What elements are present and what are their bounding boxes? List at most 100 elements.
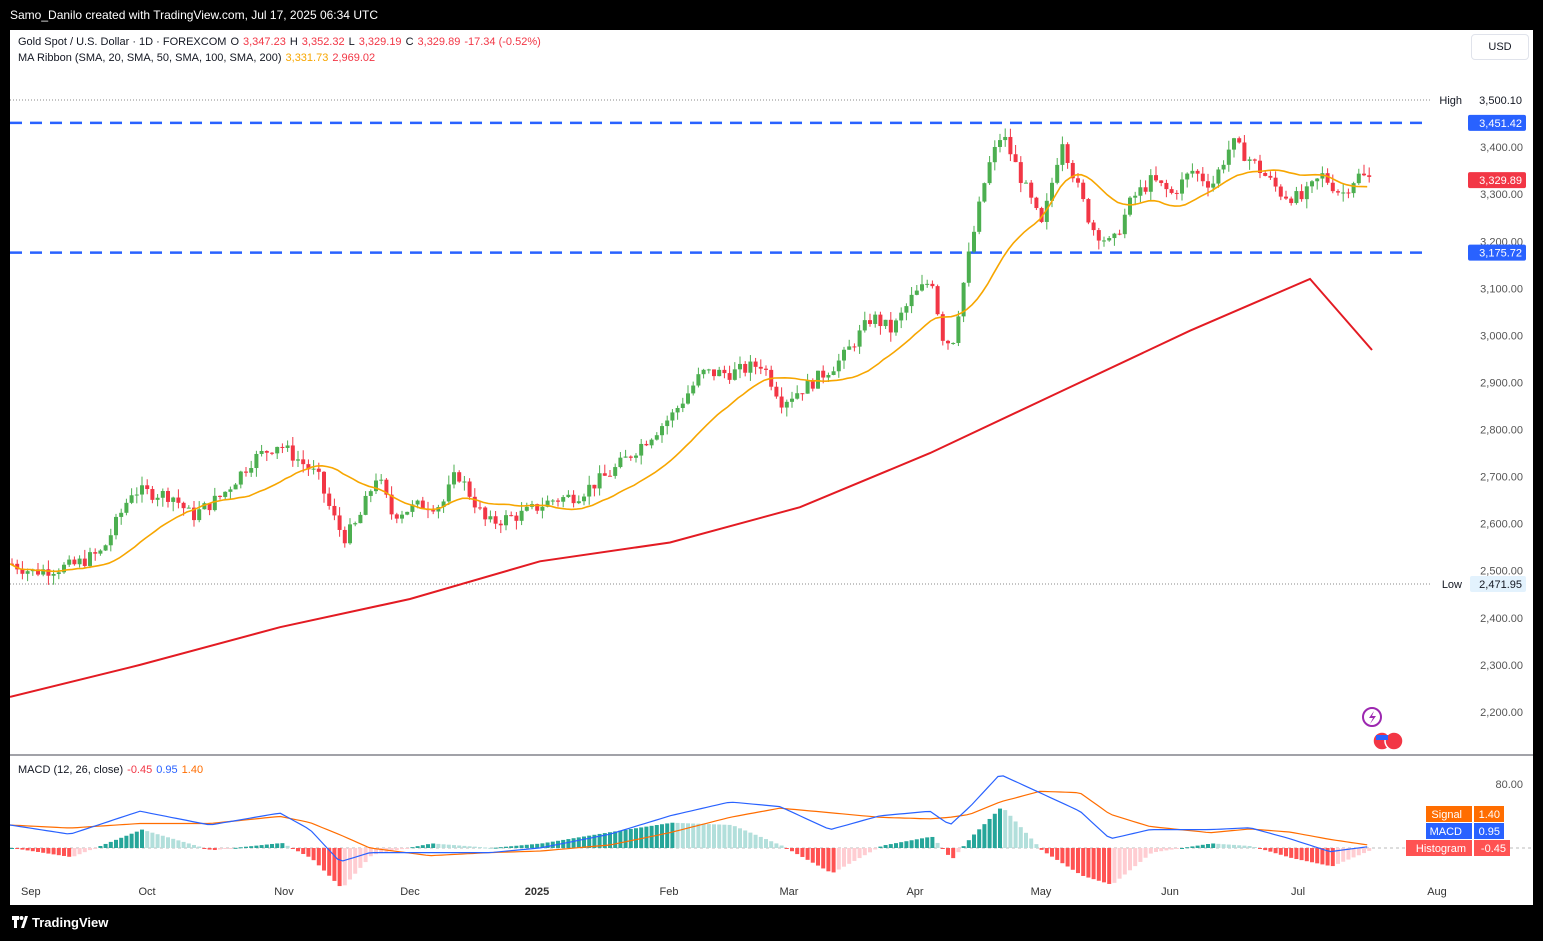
macd-hist-bar (1112, 848, 1117, 883)
macd-hist-bar (732, 826, 737, 848)
candle-body (478, 507, 482, 509)
macd-hist-bar (727, 824, 732, 848)
macd-hist-bar (878, 846, 883, 848)
macd-hist-bar (394, 848, 399, 851)
candle-body (467, 481, 472, 497)
us-flag-icon[interactable] (1384, 731, 1404, 751)
last-price-tag-bg (1468, 172, 1526, 189)
candle-body (644, 443, 649, 446)
candle-body (623, 456, 628, 458)
attribution-text: Samo_Danilo created with TradingView.com… (10, 8, 378, 22)
macd-hist-bar (1299, 848, 1304, 861)
candle-body (582, 496, 586, 502)
candle-body (868, 320, 872, 324)
candle-body (488, 516, 493, 520)
macd-hist-bar (1138, 848, 1143, 862)
close-value: 3,329.89 (417, 36, 461, 48)
histogram-tag-label: Histogram (1416, 843, 1466, 855)
last-price-tag: 3,329.89 (1479, 175, 1522, 187)
candle-body (1034, 197, 1039, 209)
candle-body (368, 491, 373, 496)
macd-hist-bar (608, 832, 612, 848)
event-icons[interactable] (1362, 707, 1404, 751)
macd-hist-bar (1174, 848, 1179, 849)
candle-body (665, 420, 670, 427)
time-tick-label: 2025 (525, 886, 549, 898)
macd-hist-bar (868, 848, 872, 853)
resistance-tag: 3,451.42 (1479, 118, 1522, 130)
open-value: 3,347.23 (243, 36, 286, 48)
macd-hist-bar (426, 844, 430, 848)
candle-body (134, 494, 139, 496)
macd-hist-bar (1081, 848, 1086, 876)
candle-body (264, 450, 269, 453)
macd-hist-bar (244, 846, 248, 848)
candle-body (904, 306, 909, 313)
macd-hist-bar (852, 848, 857, 861)
candle-body (982, 183, 987, 202)
macd-hist-bar (1310, 848, 1314, 863)
candle-body (847, 346, 852, 350)
macd-hist-bar (493, 847, 498, 849)
macd-hist-bar (327, 848, 332, 876)
macd-hist-bar (374, 848, 378, 855)
candle-body (628, 456, 633, 458)
candle-body (1044, 200, 1049, 222)
macd-hist-bar (311, 848, 316, 861)
candle-body (857, 330, 862, 347)
candle-body (400, 514, 404, 519)
price-chart[interactable]: 3,400.003,300.003,200.003,100.003,000.00… (10, 30, 1533, 905)
macd-hist-bar (639, 827, 644, 848)
candle-body (62, 564, 66, 573)
candle-body (363, 495, 368, 515)
macd-hist-bar (545, 842, 550, 848)
low-label: L (348, 36, 355, 48)
candle-body (946, 340, 950, 344)
macd-hist-bar (1091, 848, 1096, 880)
candle-body (810, 380, 815, 389)
macd-hist-bar (1003, 810, 1008, 848)
macd-hist-bar (899, 842, 904, 848)
macd-hist-bar (285, 845, 290, 848)
candle-body (150, 489, 155, 500)
macd-hist-bar (883, 845, 888, 848)
candle-body (779, 396, 784, 408)
low-value: 3,329.19 (358, 36, 402, 48)
macd-hist-bar (166, 837, 170, 848)
candle-body (160, 491, 165, 498)
candle-body (1221, 164, 1226, 170)
candle-body (1102, 240, 1106, 242)
candle-body (691, 385, 696, 394)
candle-body (1169, 189, 1174, 193)
candle-body (41, 569, 46, 575)
candle-body (592, 484, 597, 489)
macd-hist-bar (483, 847, 488, 849)
candle-body (238, 471, 243, 485)
macd-hist-bar (592, 834, 597, 848)
candle-body (166, 491, 170, 502)
macd-hist-bar (41, 848, 46, 853)
candle-body (20, 569, 25, 574)
currency-button[interactable]: USD (1471, 34, 1529, 60)
candle-body (519, 510, 524, 521)
price-tick-label: 3,400.00 (1480, 142, 1523, 154)
candle-body (25, 571, 30, 574)
moving-averages (10, 169, 1373, 698)
candle-body (535, 504, 540, 511)
macd-hist-bar (1330, 848, 1335, 867)
candle-body (1263, 172, 1268, 176)
tradingview-logo[interactable]: TradingView (12, 915, 108, 930)
candle-body (348, 524, 352, 544)
candle-body (1315, 178, 1320, 182)
macd-hist-bar (140, 829, 144, 848)
candle-body (301, 459, 306, 465)
macd-hist-bar (686, 823, 690, 848)
macd-hist-bar (696, 823, 701, 848)
candle-body (1206, 181, 1210, 188)
macd-hist-bar (961, 846, 966, 848)
macd-hist-bar (452, 845, 456, 848)
macd-hist-bar (186, 843, 191, 848)
candle-body (1237, 138, 1242, 143)
candle-body (1065, 144, 1070, 163)
macd-hist-bar (1065, 848, 1070, 867)
